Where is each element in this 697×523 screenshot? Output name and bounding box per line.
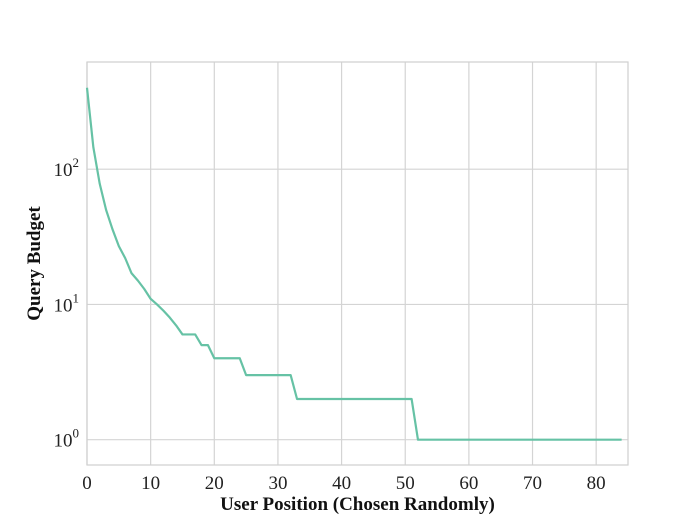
x-axis-label: User Position (Chosen Randomly) [220,494,495,515]
x-tick-label: 40 [332,473,351,494]
x-tick-label: 70 [523,473,542,494]
x-tick-label: 50 [396,473,415,494]
y-tick-base: 10 [54,295,73,316]
x-tick-label: 80 [587,473,606,494]
x-tick-label: 10 [141,473,160,494]
grid-lines [86,62,628,465]
y-tick-exponent: 1 [73,290,80,305]
y-tick-base: 10 [54,160,73,181]
y-tick-exponent: 2 [73,155,80,170]
y-tick-label: 100 [54,426,80,452]
x-tick-label: 20 [205,473,224,494]
x-tick-label: 30 [268,473,287,494]
y-tick-exponent: 0 [73,426,80,441]
x-tick-labels: 0 10 20 30 40 50 60 70 80 [82,473,605,494]
y-tick-base: 10 [54,431,73,452]
x-tick-label: 0 [82,473,92,494]
y-tick-label: 101 [54,290,80,316]
series-line [85,87,622,441]
y-axis-label: Query Budget [24,206,45,321]
y-tick-label: 102 [54,155,80,181]
series-group [85,87,622,441]
x-tick-label: 60 [459,473,478,494]
plot-frame [86,61,629,466]
